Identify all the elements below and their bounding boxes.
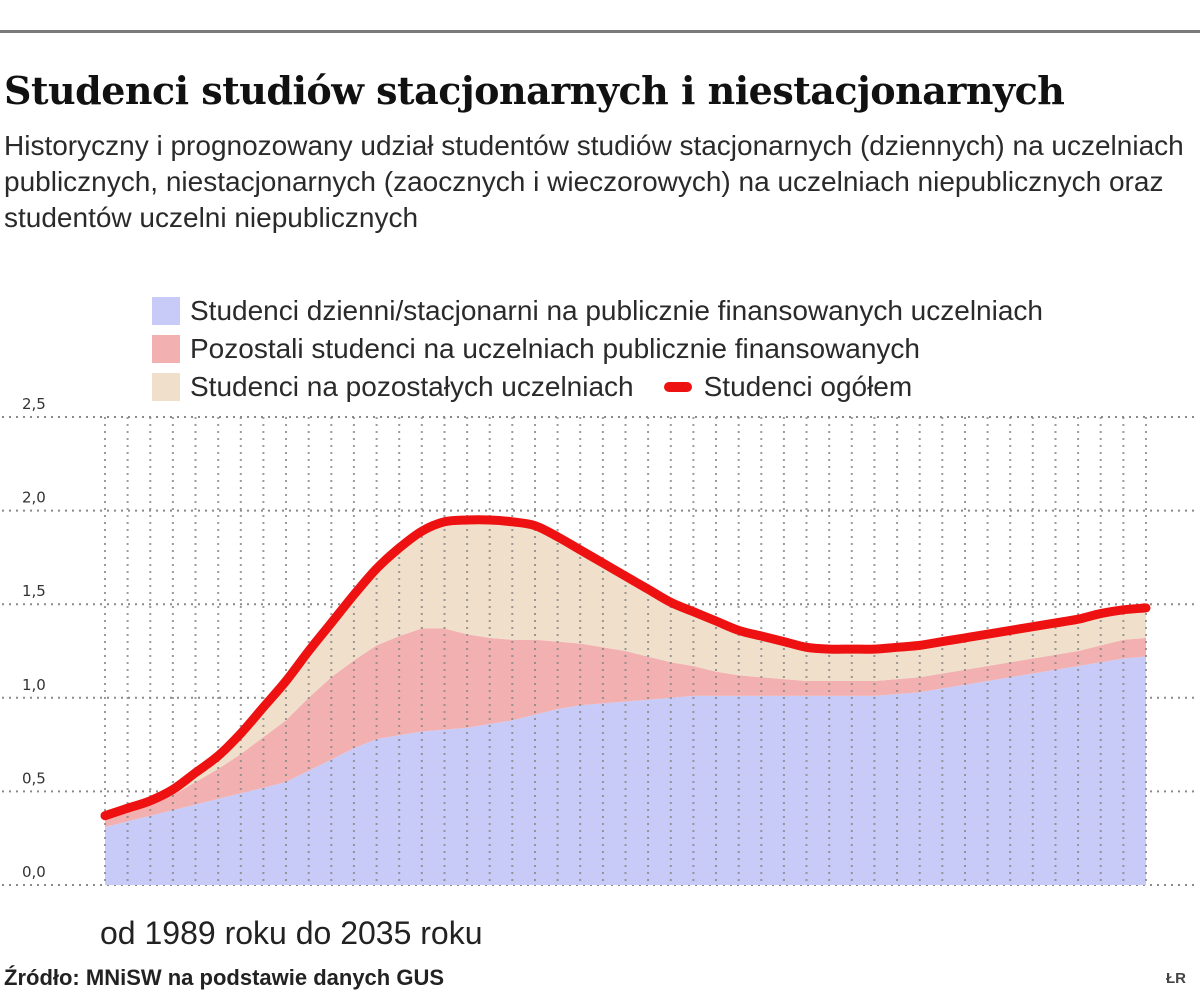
- y-tick-label: 2,0: [22, 489, 46, 507]
- y-tick-label: 2,5: [22, 395, 46, 413]
- chart-plot: 0,0 0,5 1,0 1,5 2,0 2,5: [2, 395, 1198, 886]
- legend-swatch-other-universities: [152, 373, 180, 401]
- legend: Studenci dzienni/stacjonarni na publiczn…: [152, 292, 1197, 406]
- legend-swatch-full-time-public: [152, 297, 180, 325]
- author-credit: ŁR: [1166, 970, 1186, 987]
- area-full-time-public: [105, 656, 1146, 885]
- legend-swatch-total-line: [663, 382, 692, 392]
- total-students-line: [100, 515, 1151, 821]
- area-other-universities: [105, 520, 1146, 820]
- chart-subtitle: Historyczny i prognozowany udział studen…: [4, 130, 1184, 233]
- line-layer: [100, 417, 1151, 885]
- legend-row-2: Pozostali studenci na uczelniach publicz…: [152, 330, 1197, 368]
- legend-label-other-public: Pozostali studenci na uczelniach publicz…: [190, 333, 920, 364]
- period-label: od 1989 roku do 2035 roku: [100, 915, 483, 951]
- y-tick-label: 1,5: [22, 582, 46, 600]
- legend-row-1: Studenci dzienni/stacjonarni na publiczn…: [152, 292, 1197, 330]
- source-note: Źródło: MNiSW na podstawie danych GUS: [4, 965, 445, 990]
- legend-label-full-time-public: Studenci dzienni/stacjonarni na publiczn…: [190, 295, 1043, 326]
- legend-swatch-other-public: [152, 335, 180, 363]
- legend-label-total: Studenci ogółem: [703, 371, 913, 402]
- y-tick-label: 1,0: [22, 676, 46, 694]
- area-layer: [105, 520, 1146, 885]
- tick-layer: 0,0 0,5 1,0 1,5 2,0 2,5: [22, 395, 46, 881]
- legend-row-3: Studenci na pozostałych uczelniach Stude…: [152, 368, 1197, 406]
- y-tick-label: 0,5: [22, 769, 46, 787]
- y-tick-label: 0,0: [22, 863, 46, 881]
- area-other-public: [105, 628, 1146, 827]
- top-rule: [0, 30, 1200, 33]
- chart-title: Studenci studiów stacjonarnych i niestac…: [4, 68, 1065, 113]
- legend-label-other-universities: Studenci na pozostałych uczelniach: [190, 371, 634, 402]
